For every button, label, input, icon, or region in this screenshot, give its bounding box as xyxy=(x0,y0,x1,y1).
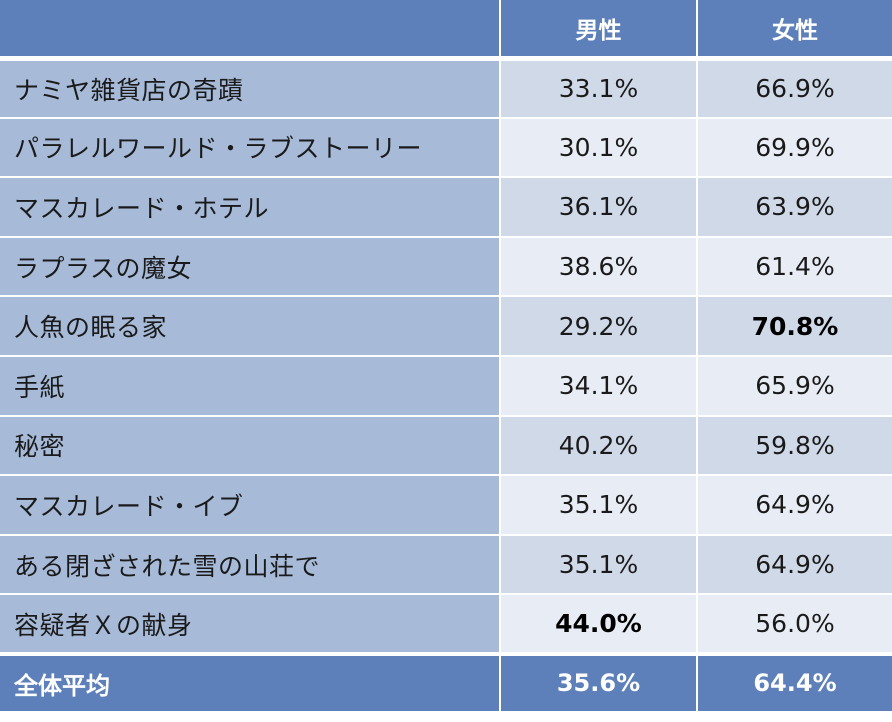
book-title-cell: マスカレード・イブ xyxy=(0,474,500,535)
female-ratio-cell: 59.8% xyxy=(696,414,892,476)
book-title-cell: ラプラスの魔女 xyxy=(0,235,500,297)
male-ratio-cell: 34.1% xyxy=(499,354,697,416)
male-ratio-cell: 36.1% xyxy=(499,176,697,237)
total-male-value: 35.6% xyxy=(499,651,697,711)
female-ratio-cell: 56.0% xyxy=(696,593,892,654)
table-row: マスカレード・ホテル 36.1% 63.9% xyxy=(0,176,892,237)
female-ratio-cell: 63.9% xyxy=(696,176,892,237)
female-ratio-cell: 69.9% xyxy=(696,116,892,178)
table-row: マスカレード・イブ 35.1% 64.9% xyxy=(0,474,892,535)
male-ratio-cell: 29.2% xyxy=(499,295,697,356)
table-row: 人魚の眠る家 29.2% 70.8% xyxy=(0,295,892,356)
table-row: ナミヤ雑貨店の奇蹟 33.1% 66.9% xyxy=(0,58,892,118)
total-row: 全体平均 35.6% 64.4% xyxy=(0,651,892,711)
female-ratio-cell: 64.9% xyxy=(696,533,892,595)
female-ratio-cell: 64.9% xyxy=(696,474,892,535)
book-title-cell: マスカレード・ホテル xyxy=(0,176,500,237)
book-title-cell: 手紙 xyxy=(0,354,500,416)
book-title-cell: ナミヤ雑貨店の奇蹟 xyxy=(0,58,500,118)
header-row: 男性 女性 xyxy=(0,0,892,61)
female-ratio-cell: 70.8% xyxy=(696,295,892,356)
table-body: ナミヤ雑貨店の奇蹟 33.1% 66.9% パラレルワールド・ラブストーリー 30.1%… xyxy=(0,58,892,654)
table-row: 秘密 40.2% 59.8% xyxy=(0,414,892,476)
male-ratio-cell: 38.6% xyxy=(499,235,697,297)
table-row: パラレルワールド・ラブストーリー 30.1% 69.9% xyxy=(0,116,892,178)
book-title-cell: 人魚の眠る家 xyxy=(0,295,500,356)
book-title-cell: ある閉ざされた雪の山荘で xyxy=(0,533,500,595)
male-ratio-cell: 33.1% xyxy=(499,58,697,118)
female-ratio-cell: 66.9% xyxy=(696,58,892,118)
male-ratio-cell: 40.2% xyxy=(499,414,697,476)
male-ratio-cell: 30.1% xyxy=(499,116,697,178)
header-female: 女性 xyxy=(696,0,892,61)
table-row: ある閉ざされた雪の山荘で 35.1% 64.9% xyxy=(0,533,892,595)
header-male: 男性 xyxy=(499,0,697,61)
book-title-cell: 秘密 xyxy=(0,414,500,476)
book-title-cell: パラレルワールド・ラブストーリー xyxy=(0,116,500,178)
male-ratio-cell: 44.0% xyxy=(499,593,697,654)
total-label: 全体平均 xyxy=(0,651,500,711)
total-female-value: 64.4% xyxy=(696,651,892,711)
header-title-cell xyxy=(0,0,500,61)
table-row: 手紙 34.1% 65.9% xyxy=(0,354,892,416)
male-ratio-cell: 35.1% xyxy=(499,474,697,535)
male-ratio-cell: 35.1% xyxy=(499,533,697,595)
table-row: ラプラスの魔女 38.6% 61.4% xyxy=(0,235,892,297)
female-ratio-cell: 65.9% xyxy=(696,354,892,416)
table-row: 容疑者Ｘの献身 44.0% 56.0% xyxy=(0,593,892,654)
book-title-cell: 容疑者Ｘの献身 xyxy=(0,593,500,654)
female-ratio-cell: 61.4% xyxy=(696,235,892,297)
